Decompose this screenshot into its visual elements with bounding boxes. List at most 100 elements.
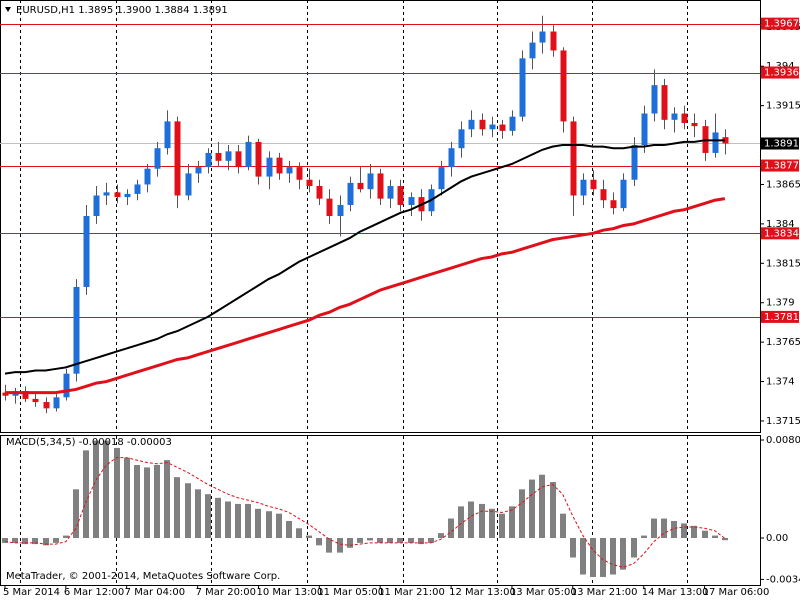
y-tick-label: 1.3765 bbox=[766, 337, 800, 348]
macd-bar bbox=[185, 483, 191, 539]
candle-body bbox=[73, 286, 80, 374]
candle-body bbox=[397, 186, 404, 205]
level-label-box bbox=[761, 17, 799, 30]
macd-bar bbox=[712, 535, 718, 539]
candle-body bbox=[2, 392, 9, 396]
macd-bar bbox=[83, 450, 89, 539]
macd-bar bbox=[144, 467, 150, 539]
candle-body bbox=[509, 116, 516, 131]
macd-bar bbox=[377, 538, 383, 543]
bid-label-box bbox=[761, 137, 799, 150]
macd-bar bbox=[205, 494, 211, 539]
x-tick-label: 11 Mar 21:00 bbox=[378, 587, 445, 598]
macd-bar bbox=[255, 508, 261, 539]
x-tick-label: 7 Mar 04:00 bbox=[125, 587, 185, 598]
candle-body bbox=[103, 192, 110, 196]
x-tick-label: 17 Mar 06:00 bbox=[703, 587, 770, 598]
macd-bar bbox=[560, 513, 566, 539]
macd-bar bbox=[12, 538, 18, 543]
level-label: 1.3877 bbox=[764, 161, 799, 172]
macd-bar bbox=[114, 447, 120, 539]
time-grid bbox=[20, 0, 688, 585]
candle-body bbox=[164, 121, 171, 149]
candle-body bbox=[83, 216, 90, 287]
candle-body bbox=[326, 198, 333, 216]
macd-bar bbox=[124, 457, 130, 539]
candle-body bbox=[306, 179, 313, 187]
macd-bar bbox=[22, 538, 28, 545]
candle-body bbox=[276, 157, 283, 174]
candle-body bbox=[43, 402, 50, 409]
macd-bar bbox=[580, 538, 586, 575]
candle-body bbox=[438, 167, 445, 190]
candle-body bbox=[316, 186, 323, 199]
macd-bar bbox=[387, 538, 393, 543]
level-label: 1.3967 bbox=[764, 19, 799, 30]
macd-bar bbox=[276, 513, 282, 539]
macd-bar bbox=[32, 538, 38, 545]
candle-body bbox=[195, 167, 202, 174]
candle-body bbox=[641, 113, 648, 146]
macd-bar bbox=[306, 535, 312, 539]
moving-average bbox=[5, 197, 726, 395]
macd-bar bbox=[174, 477, 180, 539]
macd-bar bbox=[103, 440, 109, 539]
y-tick-label: 1.3865 bbox=[766, 179, 800, 190]
candle-body bbox=[215, 152, 222, 161]
candle-body bbox=[468, 119, 475, 130]
candle-body bbox=[529, 42, 536, 59]
macd-bar bbox=[235, 503, 241, 539]
macd-bar bbox=[408, 538, 414, 543]
macd-bar bbox=[73, 489, 79, 539]
candle-body bbox=[377, 173, 384, 199]
macd-bar bbox=[550, 482, 556, 539]
candle-body bbox=[681, 113, 688, 123]
macd-bar bbox=[296, 528, 302, 539]
candle-body bbox=[479, 119, 486, 130]
y-tick-label: 1.3915 bbox=[766, 101, 800, 112]
macd-bar bbox=[468, 501, 474, 539]
macd-bar bbox=[428, 538, 434, 543]
candle-body bbox=[124, 193, 131, 198]
macd-bar bbox=[326, 538, 332, 553]
macd-bar bbox=[357, 538, 363, 543]
candle-body bbox=[387, 186, 394, 199]
candle-body bbox=[408, 197, 415, 205]
macd-bar bbox=[367, 538, 373, 541]
macd-bar bbox=[134, 464, 140, 539]
candle-body bbox=[550, 31, 557, 51]
macd-bar bbox=[631, 538, 637, 558]
candle-body bbox=[245, 141, 252, 168]
candle-body bbox=[610, 200, 617, 209]
candle-body bbox=[600, 189, 607, 201]
candle-body bbox=[205, 152, 212, 168]
macd-bar bbox=[590, 538, 596, 577]
bid-label: 1.3891 bbox=[764, 139, 799, 150]
macd-bar bbox=[691, 525, 697, 539]
macd-bar bbox=[539, 474, 545, 539]
macd-bar bbox=[620, 538, 626, 570]
macd-bar bbox=[671, 520, 677, 539]
macd-bar bbox=[661, 518, 667, 539]
macd-bar bbox=[266, 511, 272, 539]
y-tick-label: 0.00 bbox=[766, 533, 788, 544]
macd-bar bbox=[681, 523, 687, 539]
macd-bar bbox=[610, 538, 616, 575]
candle-body bbox=[134, 184, 141, 194]
candle-body bbox=[53, 397, 60, 409]
candle-body bbox=[255, 141, 262, 177]
macd-bar bbox=[2, 538, 8, 543]
candle-body bbox=[154, 148, 161, 169]
macd-bar bbox=[458, 506, 464, 539]
candle-body bbox=[63, 373, 70, 398]
x-tick-label: 10 Mar 13:00 bbox=[256, 587, 323, 598]
candle-body bbox=[722, 137, 729, 144]
level-label-box bbox=[761, 66, 799, 79]
candle-body bbox=[367, 173, 374, 190]
level-label-box bbox=[761, 227, 799, 240]
candle-body bbox=[499, 124, 506, 131]
macd-bar bbox=[93, 440, 99, 539]
macd-bar bbox=[215, 497, 221, 539]
candle-body bbox=[235, 151, 242, 168]
candle-body bbox=[144, 168, 151, 185]
